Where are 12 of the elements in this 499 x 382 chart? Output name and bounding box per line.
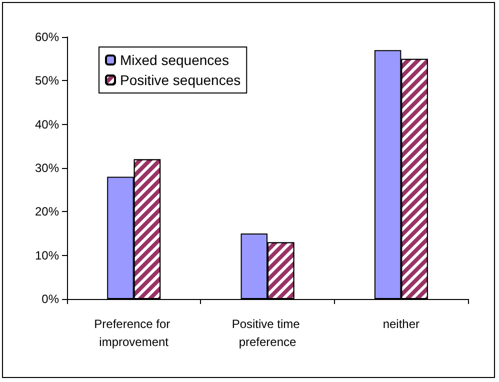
y-tick-label: 50% [34,74,60,88]
x-tick-label: neither [382,317,420,331]
x-tick-label: Positive time preference [232,317,304,349]
y-tick-label: 20% [34,204,60,219]
y-tick-label: 0% [42,292,60,306]
y-tick-label: 30% [34,161,60,175]
legend-label: Mixed sequences [120,52,229,68]
y-tick-label: 40% [34,117,60,132]
y-tick-label: 10% [34,248,60,262]
legend-label: Positive sequences [120,72,241,88]
x-tick-label: Preference for improvement [94,317,174,349]
y-tick-label: 60% [34,30,60,44]
